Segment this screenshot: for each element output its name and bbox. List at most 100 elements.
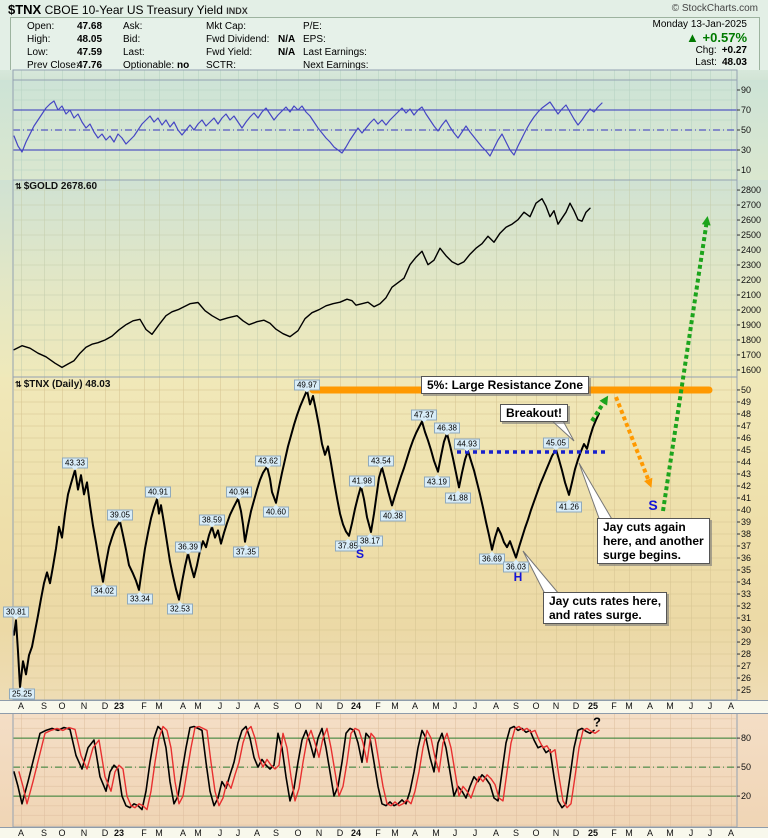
tnx-ytick: 28 [741, 649, 752, 660]
date-axis-label: F [141, 828, 147, 838]
gold-ytick: 1800 [741, 334, 762, 345]
date-axis-label: D [572, 828, 580, 838]
tnx-ytick: 33 [741, 589, 752, 599]
quote-field: Mkt Cap: [206, 21, 247, 32]
tnx-ytick: 44 [741, 456, 752, 467]
date-axis-label: M [625, 828, 633, 838]
price-label: 44.93 [453, 438, 481, 452]
quote-field: Last: [123, 47, 145, 58]
date-axis-label: M [391, 828, 399, 838]
marker-letter-s: S [648, 497, 658, 513]
tnx-ytick: 39 [741, 516, 752, 527]
stoch-fast-line [13, 725, 595, 811]
price-label: 36.39 [174, 541, 202, 555]
date-axis-label: S [40, 828, 48, 838]
date-axis-label: S [512, 701, 520, 711]
price-label: 25.25 [8, 686, 36, 700]
rsi-ytick: 90 [741, 85, 752, 95]
tnx-ytick: 32 [741, 601, 752, 612]
date-axis-label: J [707, 701, 713, 711]
date-axis-label: M [155, 701, 163, 711]
date-axis-label: M [194, 701, 202, 711]
quote-field: Open: 47.68 [27, 21, 103, 32]
annotation-box-resistance: 5%: Large Resistance Zone [421, 376, 590, 394]
tnx-ytick: 40 [741, 504, 752, 515]
tnx-ytick: 49 [741, 396, 752, 407]
gold-ytick: 2700 [741, 200, 762, 211]
annotation-box-jay-cuts-rates: Jay cuts rates here, and rates surge. [543, 592, 668, 624]
tnx-ytick: 31 [741, 613, 752, 624]
date-axis-label: S [512, 828, 520, 838]
date-axis-label: N [80, 701, 88, 711]
quote-panel: Open: 47.68 High: 48.05 Low: 47.59 Prev Close:… [10, 17, 760, 80]
date-axis-label: J [235, 828, 241, 838]
price-label: 41.26 [555, 499, 583, 513]
date-axis-label: F [141, 701, 147, 711]
surge-up-arrow [661, 216, 711, 512]
tnx-ytick: 42 [741, 480, 752, 491]
date-axis-label: D [336, 828, 344, 838]
date-axis-label: J [688, 828, 694, 838]
date-axis-label: O [532, 701, 540, 711]
date-axis-label: A [411, 828, 419, 838]
date-axis-label: J [472, 701, 478, 711]
symbol-name: CBOE 10-Year US Treasury Yield [44, 3, 223, 17]
date-axis-label: N [552, 701, 560, 711]
date-axis-label: A [17, 701, 25, 711]
exchange: INDX [226, 6, 248, 16]
tnx-pane-label: ⇅ $TNX (Daily) 48.03 [15, 379, 111, 390]
date-axis-label: J [217, 701, 223, 711]
quote-field: Optionable: no [123, 60, 190, 71]
gold-ytick: 1600 [741, 364, 762, 375]
gold-ytick: 1700 [741, 349, 762, 360]
date-axis-label: M [666, 701, 674, 711]
price-label: 49.97 [293, 379, 321, 393]
date-axis-label: 25 [587, 828, 599, 838]
rsi-ytick: 70 [741, 105, 752, 115]
date-axis-label: A [253, 701, 261, 711]
date-axis-label: A [727, 828, 735, 838]
date-axis-label: J [452, 701, 458, 711]
date-axis-label: M [625, 701, 633, 711]
date-axis-label: O [532, 828, 540, 838]
tnx-ytick: 35 [741, 565, 752, 575]
date-axis-label: A [17, 828, 25, 838]
date-axis-label: M [666, 828, 674, 838]
gold-ytick: 2600 [741, 215, 762, 226]
price-label: 43.19 [423, 474, 451, 488]
date-axis-label: F [375, 828, 381, 838]
quote-field: Next Earnings: [303, 60, 369, 71]
date-axis-label: D [101, 701, 109, 711]
change-percent: ▲ +0.57% [686, 30, 747, 45]
date-axis-label: J [452, 828, 458, 838]
date-axis-label: 25 [587, 701, 599, 711]
quote-field: Low: 47.59 [27, 47, 103, 58]
price-label: 36.03 [502, 559, 530, 573]
price-label: 33.34 [126, 591, 154, 605]
date-axis-label: S [272, 701, 280, 711]
price-label: 36.69 [478, 551, 506, 565]
chart-title: $TNX CBOE 10-Year US Treasury Yield INDX [8, 2, 248, 17]
annotation-box-breakout: Breakout! [500, 404, 569, 422]
date-axis-label: D [336, 701, 344, 711]
tnx-ytick: 26 [741, 673, 752, 684]
gold-ytick: 2200 [741, 274, 762, 285]
date-axis-label: 24 [350, 828, 362, 838]
date-axis-label: A [646, 701, 654, 711]
tnx-ytick: 47 [741, 420, 752, 431]
date-axis-label: N [315, 701, 323, 711]
quote-field: P/E: [303, 21, 322, 32]
tnx-ytick: 30 [741, 625, 752, 636]
quote-field: Ask: [123, 21, 143, 32]
date-axis-label: J [688, 701, 694, 711]
gold-ytick: 1900 [741, 319, 762, 330]
stoch-ytick: 80 [741, 733, 752, 744]
price-label: 40.91 [144, 486, 172, 500]
date-axis-label: J [217, 828, 223, 838]
tnx-yield-line [13, 389, 600, 688]
price-label: 43.33 [61, 457, 89, 471]
quote-field: Fwd Yield: N/A [206, 47, 296, 58]
date-axis: A S O N D 23 F M A M J J A S O N D 24 F M A M J J A S O N D 25 F M A M J J A [0, 700, 768, 714]
price-label: 47.37 [410, 409, 438, 423]
